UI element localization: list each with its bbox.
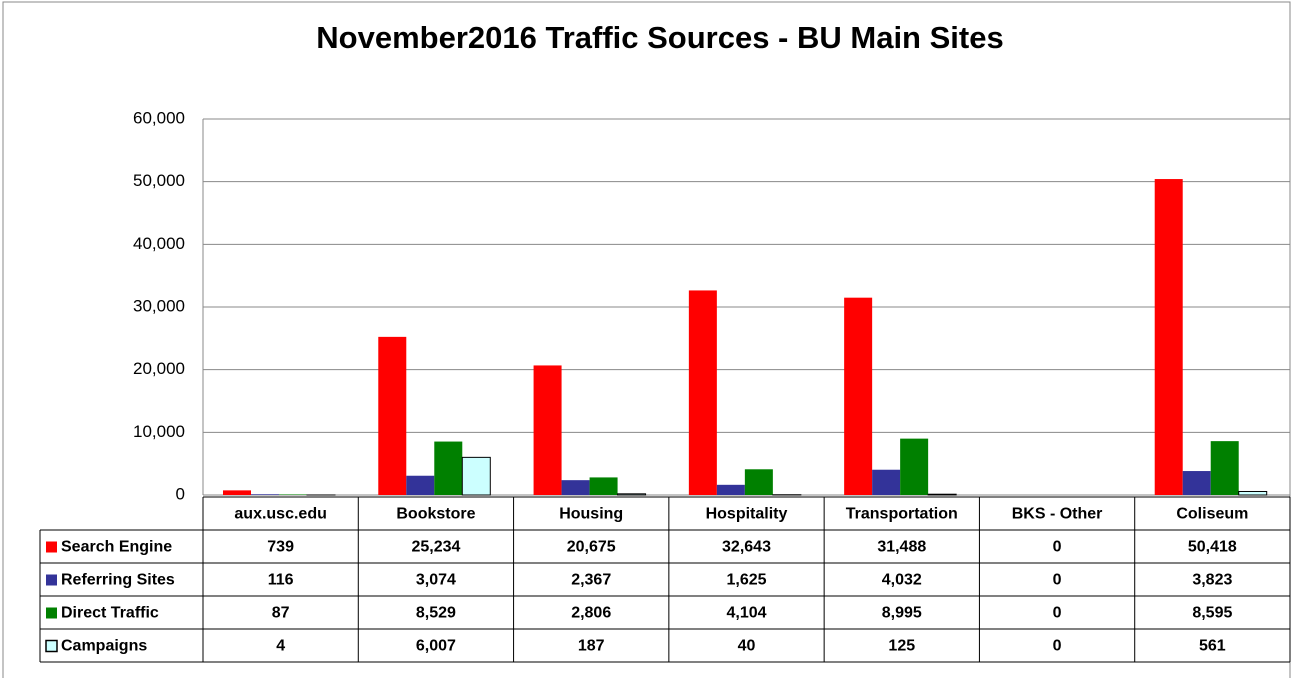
x-tick-label: Housing: [559, 506, 623, 523]
data-label: 0: [1053, 539, 1062, 556]
y-tick-label: 50,000: [133, 171, 185, 190]
y-tick-label: 30,000: [133, 296, 185, 315]
data-label: 3,823: [1192, 572, 1232, 589]
bar: [688, 290, 717, 495]
data-label: 187: [578, 638, 605, 655]
x-tick-label: Bookstore: [396, 506, 475, 523]
bar: [617, 493, 647, 496]
data-label: 25,234: [411, 539, 460, 556]
y-tick-label: 0: [176, 484, 185, 503]
data-label: 3,074: [416, 572, 456, 589]
bar: [223, 490, 251, 495]
bar: [872, 469, 901, 495]
data-label: 40: [738, 638, 756, 655]
bar: [927, 493, 957, 496]
data-label: 0: [1053, 638, 1062, 655]
data-label: 0: [1053, 572, 1062, 589]
bar: [251, 494, 279, 495]
bar: [461, 456, 491, 496]
legend-entry: Search Engine: [61, 539, 172, 556]
y-tick-label: 20,000: [133, 359, 185, 378]
bar: [1182, 471, 1211, 495]
bar: [589, 477, 618, 495]
legend-entry: Direct Traffic: [61, 605, 159, 622]
x-tick-label: aux.usc.edu: [234, 506, 326, 523]
legend-entry: Campaigns: [61, 638, 147, 655]
bar: [844, 297, 873, 495]
data-label: 0: [1053, 605, 1062, 622]
data-label: 8,595: [1192, 605, 1232, 622]
bar: [434, 441, 463, 495]
data-label: 4,104: [726, 605, 766, 622]
x-tick-label: Transportation: [846, 506, 958, 523]
data-label: 1,625: [726, 572, 766, 589]
bar: [900, 438, 929, 495]
data-label: 8,995: [882, 605, 922, 622]
data-label: 4,032: [882, 572, 922, 589]
data-label: 739: [267, 539, 294, 556]
data-label: 561: [1199, 638, 1226, 655]
bar: [744, 469, 773, 495]
data-label: 8,529: [416, 605, 456, 622]
bar: [279, 494, 307, 495]
chart-title: November2016 Traffic Sources - BU Main S…: [316, 20, 1003, 55]
bar: [378, 336, 407, 495]
data-label: 20,675: [567, 539, 616, 556]
data-label: 116: [268, 572, 294, 589]
bar: [1210, 441, 1239, 495]
x-tick-label: BKS - Other: [1012, 506, 1103, 523]
legend-swatch: [46, 607, 57, 619]
data-label: 4: [276, 638, 285, 655]
data-label: 2,367: [571, 572, 611, 589]
y-tick-label: 60,000: [133, 108, 185, 127]
y-tick-label: 40,000: [133, 234, 185, 253]
bar: [1238, 490, 1268, 496]
x-tick-label: Coliseum: [1176, 506, 1248, 523]
data-label: 6,007: [416, 638, 456, 655]
bar: [1154, 179, 1183, 496]
data-label: 31,488: [877, 539, 926, 556]
y-tick-label: 10,000: [133, 422, 185, 441]
bar: [561, 480, 590, 495]
legend-swatch: [46, 541, 57, 553]
legend-swatch: [46, 574, 57, 586]
legend-swatch: [45, 639, 58, 653]
data-label: 50,418: [1188, 539, 1237, 556]
bar: [716, 484, 745, 495]
data-label: 2,806: [571, 605, 611, 622]
x-tick-label: Hospitality: [706, 506, 788, 523]
data-label: 87: [272, 605, 290, 622]
bar: [406, 475, 435, 495]
data-label: 125: [888, 638, 915, 655]
bar: [533, 365, 562, 495]
legend-entry: Referring Sites: [61, 572, 175, 589]
data-label: 32,643: [722, 539, 771, 556]
